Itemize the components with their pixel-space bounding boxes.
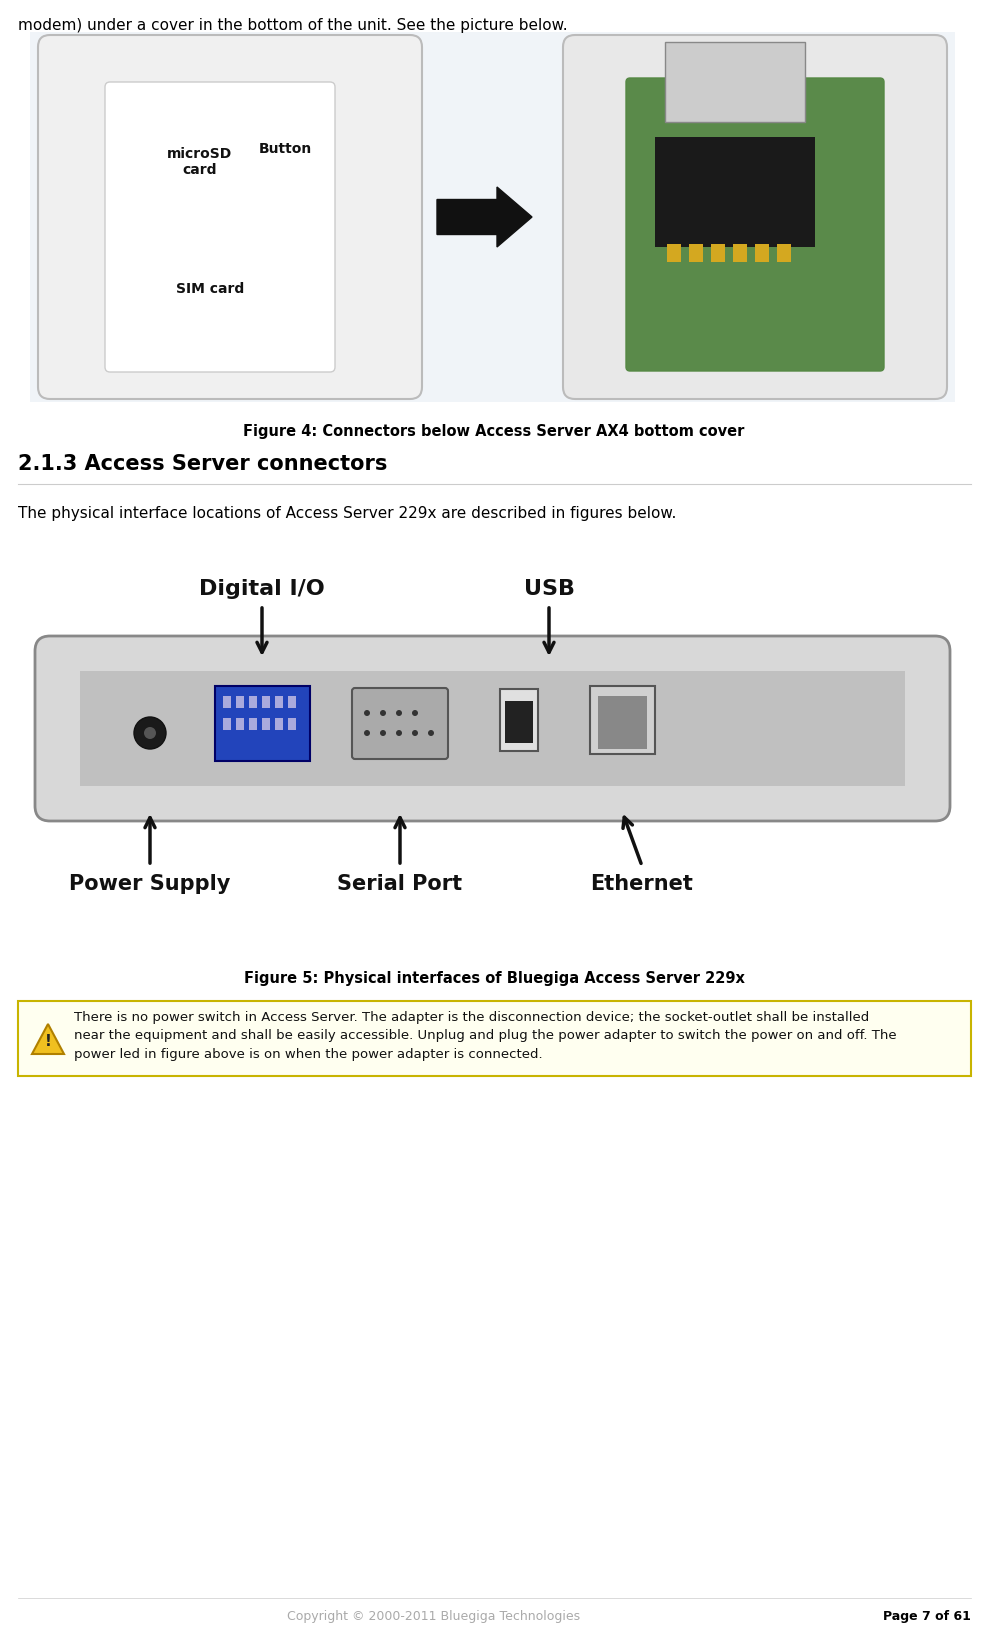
Circle shape	[364, 710, 370, 717]
Text: The physical interface locations of Access Server 229x are described in figures : The physical interface locations of Acce…	[18, 505, 676, 522]
Bar	[711, 244, 725, 262]
Text: Figure 5: Physical interfaces of Bluegiga Access Server 229x: Figure 5: Physical interfaces of Bluegig…	[243, 972, 745, 986]
Circle shape	[396, 710, 402, 717]
Circle shape	[144, 726, 156, 739]
Bar	[665, 42, 805, 122]
Circle shape	[364, 730, 370, 736]
FancyArrow shape	[437, 187, 532, 247]
Text: Figure 4: Connectors below Access Server AX4 bottom cover: Figure 4: Connectors below Access Server…	[243, 424, 745, 439]
Text: There is no power switch in Access Server. The adapter is the disconnection devi: There is no power switch in Access Serve…	[74, 1011, 897, 1061]
Text: 2.1.3 Access Server connectors: 2.1.3 Access Server connectors	[18, 453, 388, 474]
Text: Copyright © 2000-2011 Bluegiga Technologies: Copyright © 2000-2011 Bluegiga Technolog…	[288, 1610, 581, 1623]
Bar	[18, 1001, 971, 1076]
Bar	[275, 718, 283, 730]
Circle shape	[380, 730, 386, 736]
Text: microSD
card: microSD card	[167, 146, 232, 177]
FancyBboxPatch shape	[563, 36, 947, 400]
Bar	[249, 718, 257, 730]
Bar	[777, 244, 791, 262]
Bar	[249, 696, 257, 708]
FancyBboxPatch shape	[35, 635, 950, 821]
Bar	[30, 561, 955, 951]
Circle shape	[396, 730, 402, 736]
Bar	[275, 696, 283, 708]
Circle shape	[412, 710, 418, 717]
Bar	[288, 696, 296, 708]
Bar	[689, 244, 703, 262]
FancyBboxPatch shape	[105, 81, 335, 372]
Bar	[667, 244, 681, 262]
Bar	[590, 686, 655, 754]
Bar	[288, 718, 296, 730]
Circle shape	[428, 730, 434, 736]
Bar	[80, 671, 905, 786]
Bar	[755, 244, 769, 262]
Bar	[733, 244, 747, 262]
Text: Button: Button	[258, 141, 312, 156]
Bar	[223, 696, 231, 708]
Text: Ethernet: Ethernet	[590, 874, 693, 894]
Bar	[598, 696, 647, 749]
Circle shape	[412, 730, 418, 736]
Text: USB: USB	[523, 578, 575, 600]
FancyBboxPatch shape	[38, 36, 422, 400]
Bar	[262, 718, 270, 730]
Text: modem) under a cover in the bottom of the unit. See the picture below.: modem) under a cover in the bottom of th…	[18, 18, 568, 32]
FancyBboxPatch shape	[626, 78, 884, 370]
Bar	[655, 136, 815, 247]
Polygon shape	[32, 1024, 64, 1055]
Text: Power Supply: Power Supply	[69, 874, 230, 894]
Text: !: !	[45, 1035, 51, 1050]
Circle shape	[134, 717, 166, 749]
Text: SIM card: SIM card	[176, 283, 244, 296]
Text: Serial Port: Serial Port	[337, 874, 463, 894]
Text: Digital I/O: Digital I/O	[199, 578, 324, 600]
Bar	[262, 696, 270, 708]
Text: Page 7 of 61: Page 7 of 61	[883, 1610, 971, 1623]
Bar	[505, 700, 533, 743]
FancyBboxPatch shape	[352, 687, 448, 759]
Bar	[215, 686, 310, 761]
Bar	[236, 718, 244, 730]
Bar	[30, 32, 955, 401]
Bar	[223, 718, 231, 730]
Bar	[236, 696, 244, 708]
Bar	[500, 689, 538, 751]
Circle shape	[380, 710, 386, 717]
